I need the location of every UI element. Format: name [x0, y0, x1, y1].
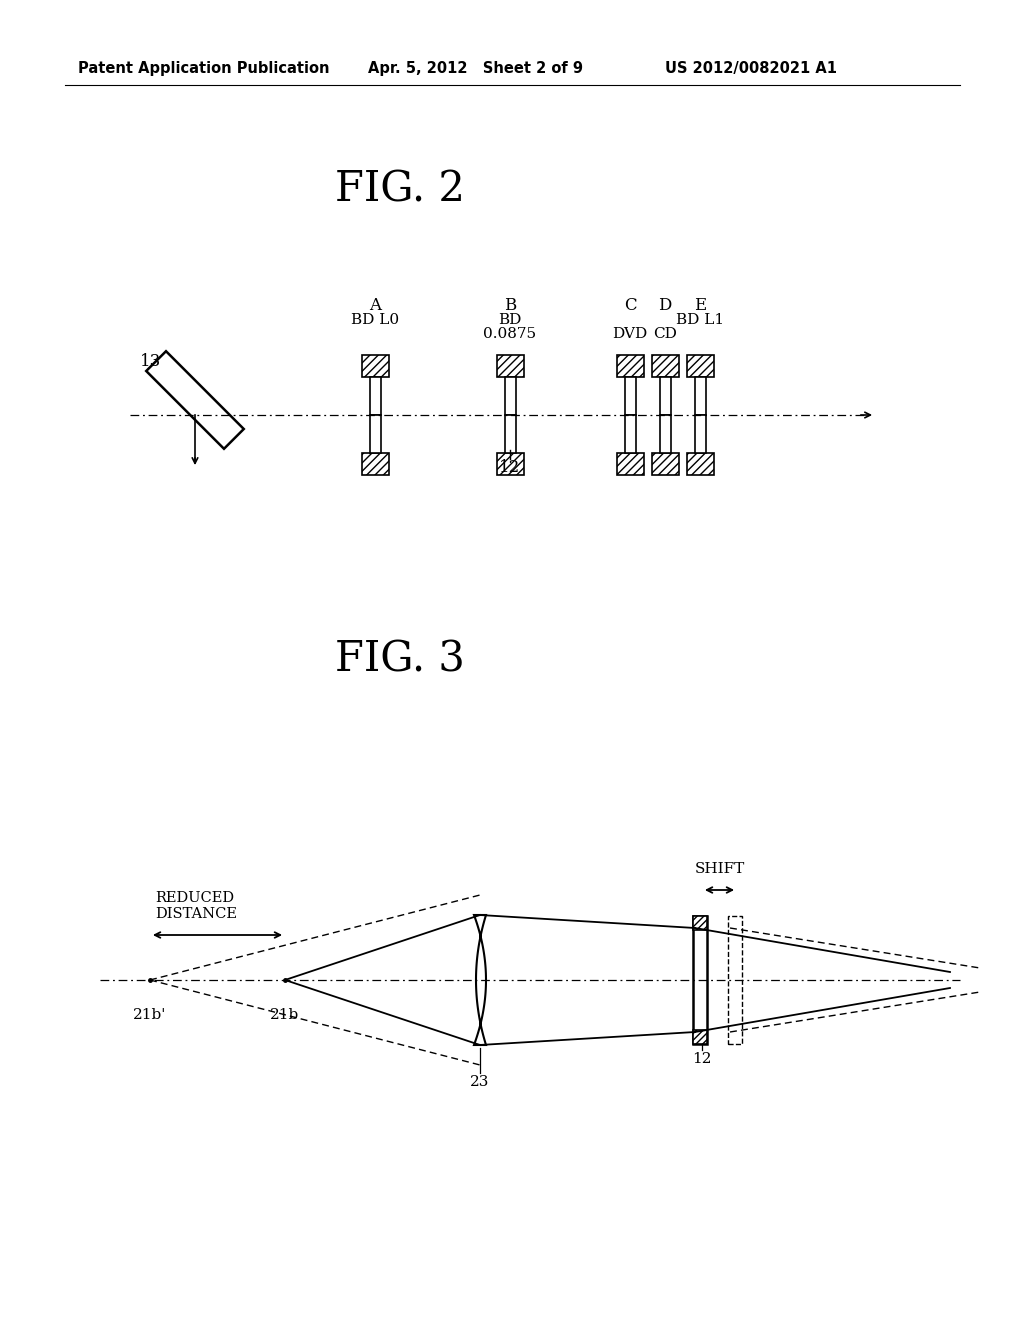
Bar: [694, 378, 706, 414]
Text: BD L1: BD L1: [676, 313, 724, 327]
Text: 23: 23: [470, 1074, 489, 1089]
Bar: [497, 453, 523, 475]
Text: CD: CD: [653, 327, 677, 341]
Text: Apr. 5, 2012   Sheet 2 of 9: Apr. 5, 2012 Sheet 2 of 9: [368, 61, 583, 75]
Text: FIG. 3: FIG. 3: [335, 639, 465, 681]
Bar: [686, 453, 714, 475]
Text: BD L0: BD L0: [351, 313, 399, 327]
Bar: [497, 355, 523, 378]
Text: REDUCED
DISTANCE: REDUCED DISTANCE: [155, 891, 237, 921]
Text: E: E: [694, 297, 707, 314]
Bar: [361, 355, 388, 378]
Bar: [659, 414, 671, 453]
Bar: [728, 916, 742, 1044]
Bar: [686, 355, 714, 378]
Bar: [616, 453, 643, 475]
Text: 13: 13: [140, 354, 161, 371]
Bar: [505, 378, 515, 414]
Bar: [694, 414, 706, 453]
Text: US 2012/0082021 A1: US 2012/0082021 A1: [665, 61, 837, 75]
Text: 0.0875: 0.0875: [483, 327, 537, 341]
Text: C: C: [624, 297, 636, 314]
Text: Patent Application Publication: Patent Application Publication: [78, 61, 330, 75]
Bar: [693, 1030, 707, 1044]
Text: DVD: DVD: [612, 327, 647, 341]
Text: 21b': 21b': [133, 1008, 167, 1022]
Text: 21b: 21b: [270, 1008, 300, 1022]
Bar: [693, 916, 707, 931]
Polygon shape: [474, 915, 486, 1045]
Text: SHIFT: SHIFT: [694, 862, 744, 876]
Bar: [616, 355, 643, 378]
Bar: [625, 378, 636, 414]
Text: A: A: [369, 297, 381, 314]
Text: 12: 12: [692, 1052, 712, 1067]
Bar: [659, 378, 671, 414]
Text: D: D: [658, 297, 672, 314]
Bar: [625, 414, 636, 453]
Bar: [693, 916, 707, 1044]
Text: 12: 12: [500, 459, 520, 477]
Bar: [370, 378, 381, 414]
Bar: [651, 453, 679, 475]
Bar: [361, 453, 388, 475]
Bar: [505, 414, 515, 453]
Bar: [370, 414, 381, 453]
Bar: [651, 355, 679, 378]
Text: BD: BD: [499, 313, 521, 327]
Text: B: B: [504, 297, 516, 314]
Text: FIG. 2: FIG. 2: [335, 169, 465, 211]
